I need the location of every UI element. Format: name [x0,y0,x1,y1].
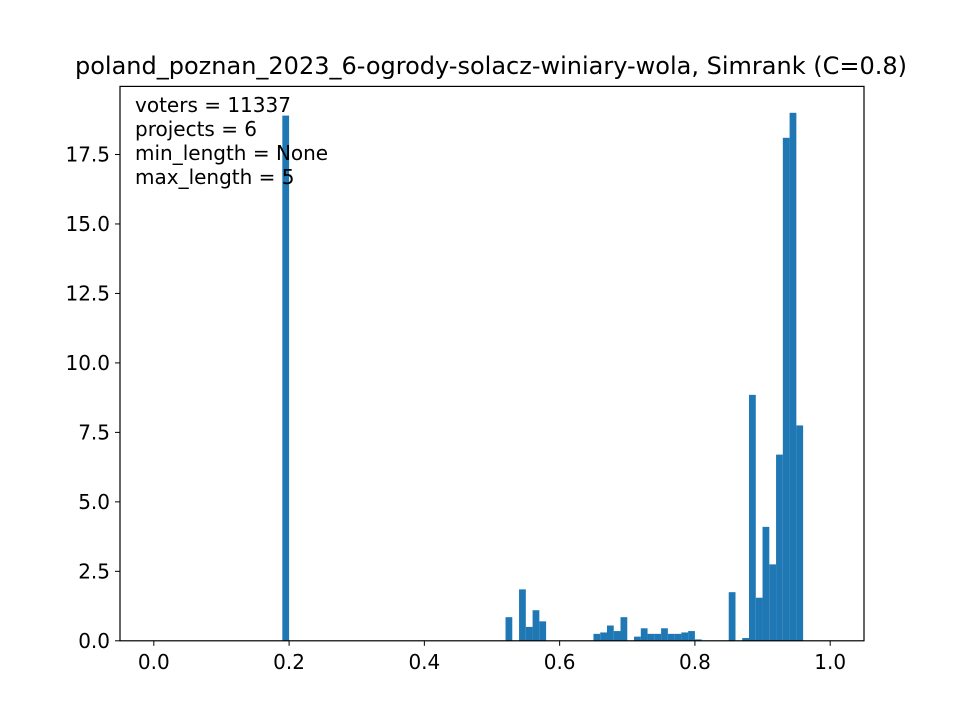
histogram-bar [613,631,621,641]
histogram-bar [755,597,763,641]
annotation-min-length: min_length = None [135,141,328,165]
histogram-bar [688,631,695,641]
histogram-bar [782,137,790,641]
histogram-bar [789,112,797,641]
x-tick-label: 0.6 [544,650,576,674]
histogram-bar [606,625,614,641]
histogram-bar [742,638,750,641]
histogram-bar [600,632,607,641]
annotation-max-length: max_length = 5 [135,165,295,189]
y-tick-label: 7.5 [78,420,110,444]
histogram-bar [519,589,526,641]
histogram-bar [282,115,290,641]
histogram-bar [634,636,641,641]
x-tick-label: 0.8 [679,650,711,674]
annotation-block: voters = 11337 projects = 6 min_length =… [135,93,328,189]
histogram-bar [654,633,662,641]
histogram-bar [694,639,702,641]
annotation-projects: projects = 6 [135,117,257,141]
x-tick-label: 1.0 [814,650,846,674]
chart-title: poland_poznan_2023_6-ogrody-solacz-winia… [75,52,907,80]
x-tick-label: 0.4 [408,650,440,674]
y-tick-label: 2.5 [78,559,110,583]
y-tick-label: 10.0 [65,351,110,375]
x-axis: 0.0 0.2 0.4 0.6 0.8 1.0 [138,640,846,674]
plot-frame [119,85,865,642]
histogram-bar [681,632,689,641]
y-axis: 0.0 2.5 5.0 7.5 10.0 12.5 15.0 17.5 [65,142,120,653]
histogram-bar [762,526,770,641]
histogram-bar [640,628,648,641]
histogram-bar [769,564,777,641]
y-tick-label: 15.0 [65,212,110,236]
histogram-bar [532,610,540,641]
annotation-voters: voters = 11337 [135,93,291,117]
histogram-bar [667,633,675,641]
y-tick-label: 0.0 [78,629,110,653]
x-tick-label: 0.2 [273,650,305,674]
histogram-bar [728,592,736,641]
histogram-bar [776,454,783,641]
histogram-bar [661,628,668,641]
histogram-bar [796,425,804,641]
histogram-bar [505,617,513,641]
histogram-bar [674,633,682,641]
bars-group [282,112,804,641]
histogram-bar [620,617,628,641]
x-tick-label: 0.0 [138,650,170,674]
histogram-bar [593,633,601,641]
y-tick-label: 17.5 [65,142,110,166]
y-tick-label: 12.5 [65,281,110,305]
histogram-bar [749,394,756,641]
y-tick-label: 5.0 [78,490,110,514]
histogram-bar [647,633,655,641]
histogram-bar [525,626,533,641]
histogram-bar [539,621,547,641]
